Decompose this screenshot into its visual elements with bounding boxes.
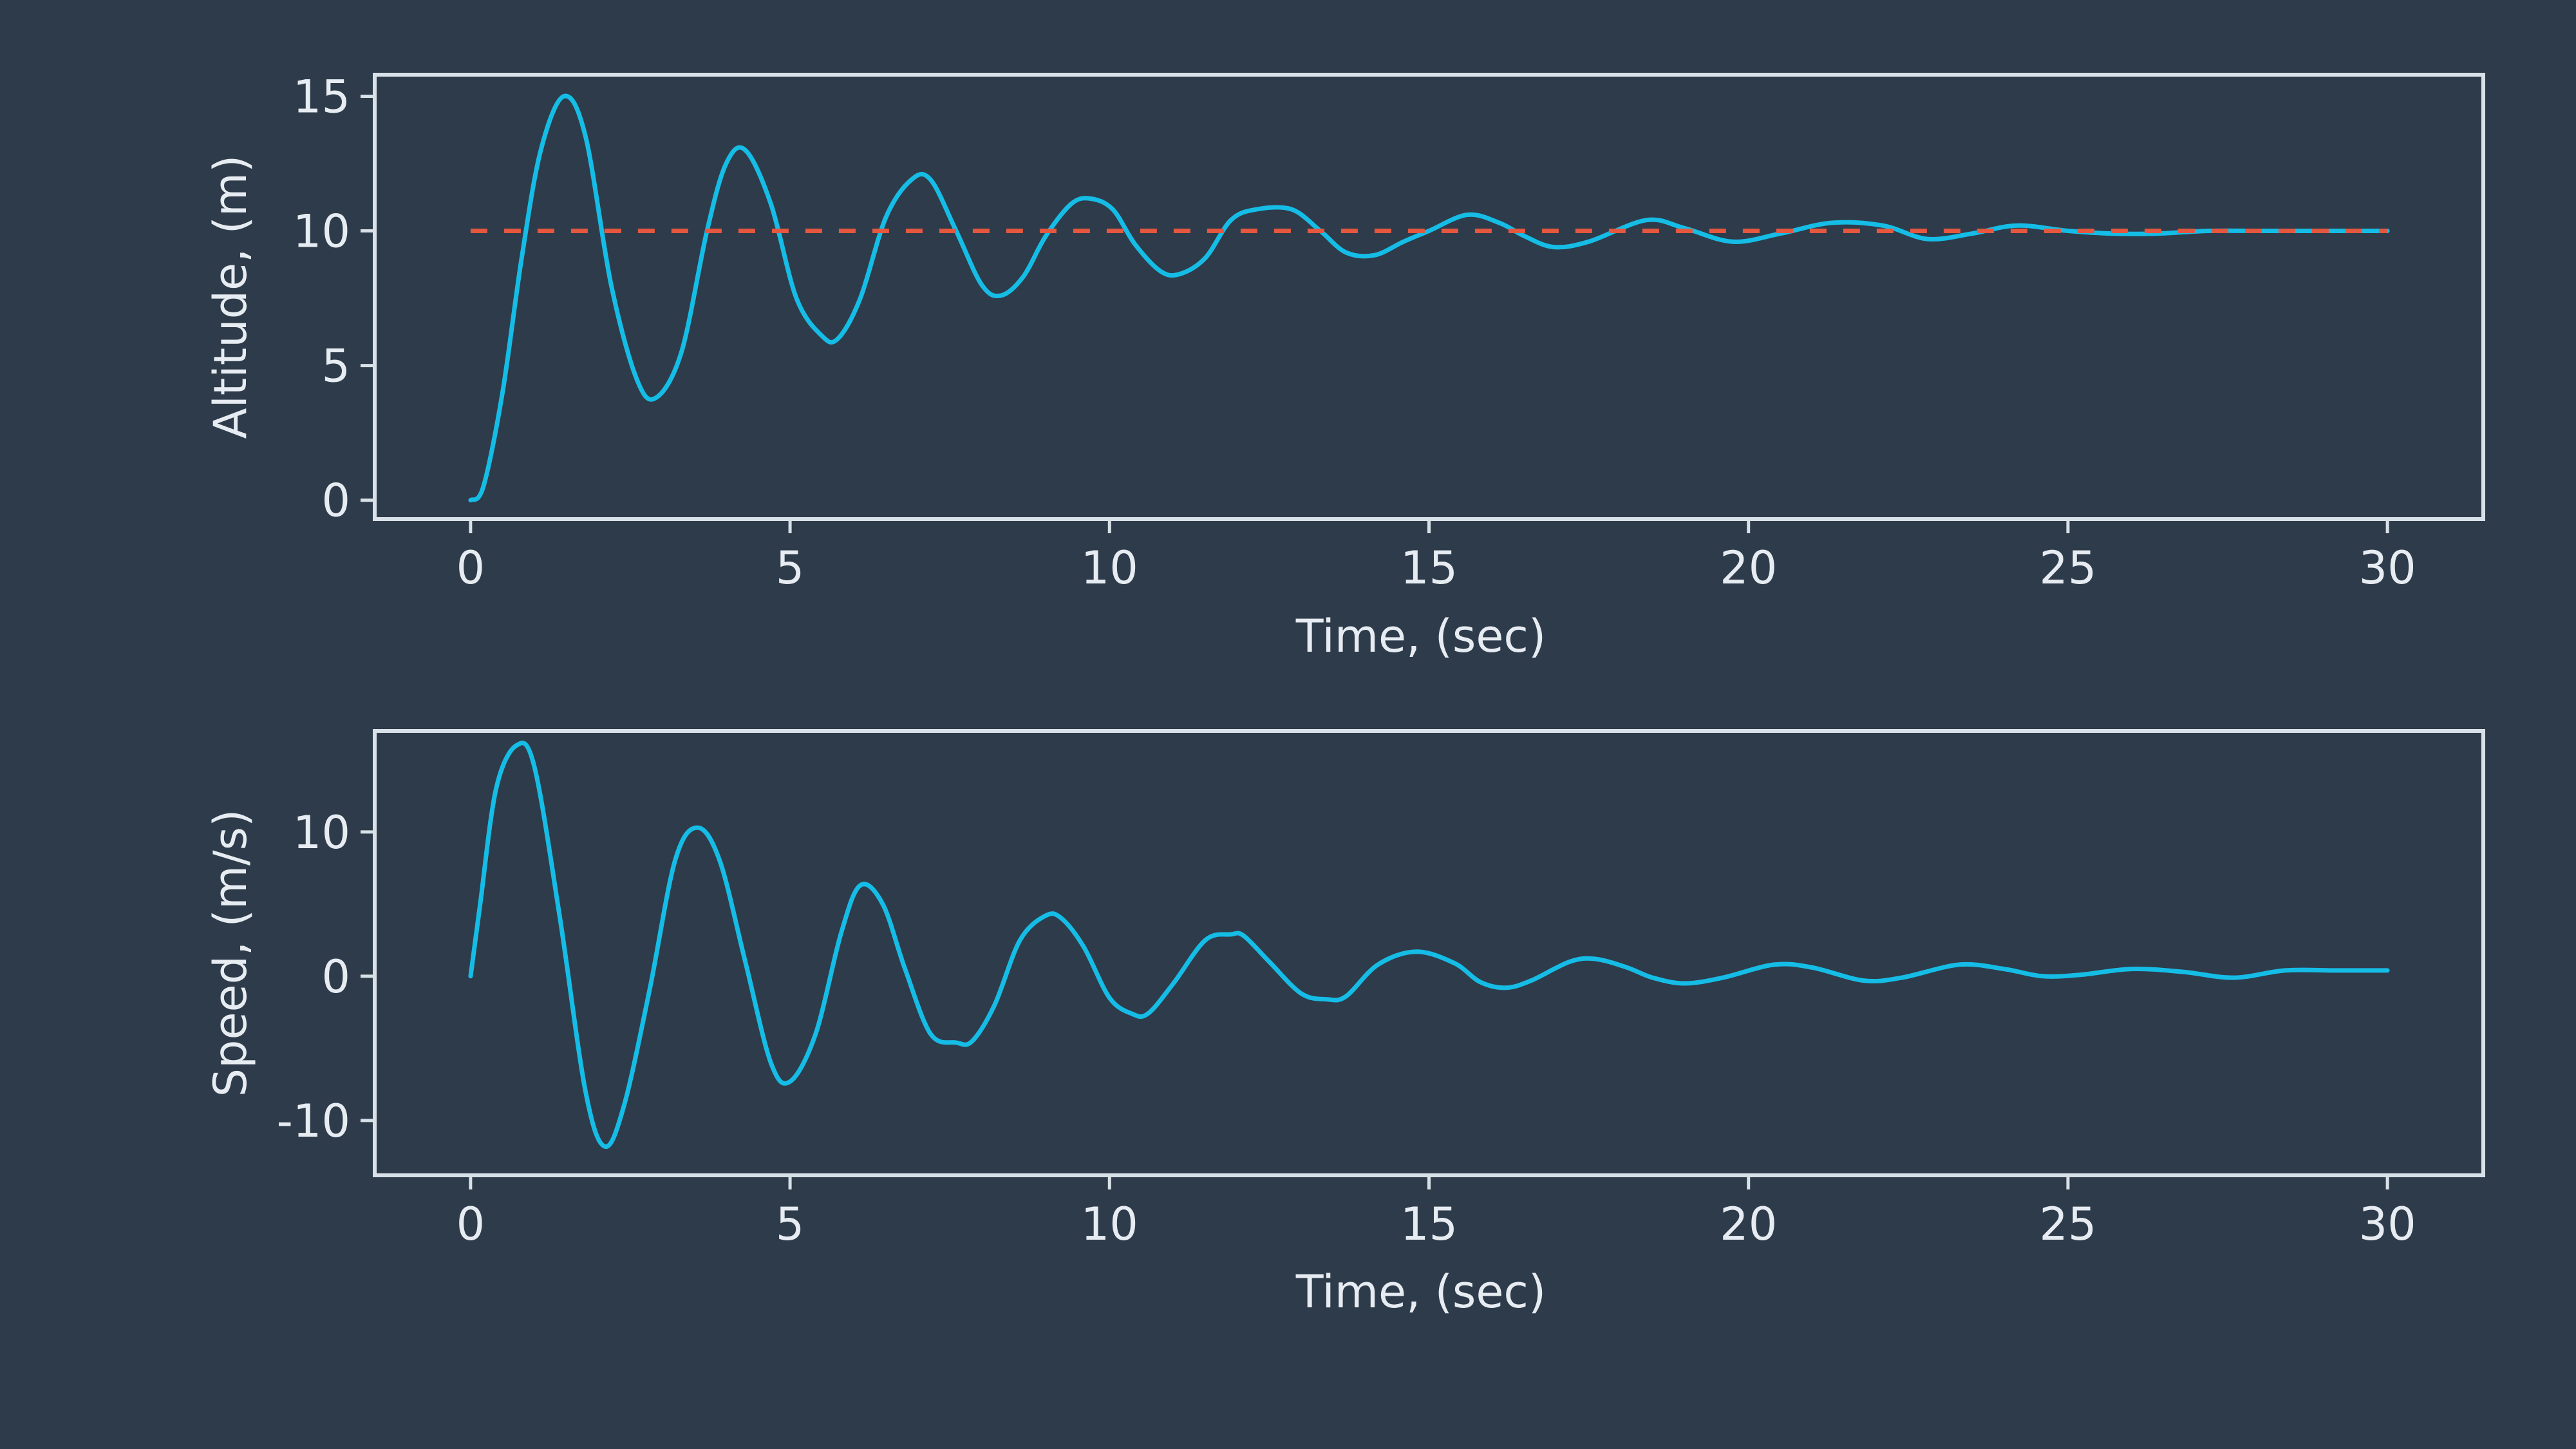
speed-series-group xyxy=(468,741,2390,1149)
speed-response-line xyxy=(468,741,2390,1149)
altitude-x-tick-label: 25 xyxy=(2039,542,2096,594)
altitude-x-tick-label: 30 xyxy=(2359,542,2416,594)
altitude-y-tick-label: 10 xyxy=(293,205,350,258)
speed-x-tick-label: 0 xyxy=(456,1198,485,1251)
altitude-x-tick-label: 0 xyxy=(456,542,485,594)
altitude-response-line xyxy=(468,93,2390,503)
speed-y-tick-label: 10 xyxy=(293,806,350,859)
altitude-y-axis-label: Altitude, (m) xyxy=(204,155,257,439)
altitude-y-tick-label: 5 xyxy=(321,340,350,393)
speed-plot: 0 5 10 15 20 25 30 -10 0 10 Time, (sec) Speed, (m… xyxy=(204,729,2485,1318)
speed-y-tick-label: -10 xyxy=(277,1095,350,1148)
speed-axis-ticks: 0 5 10 15 20 25 30 -10 0 10 xyxy=(277,806,2416,1251)
speed-x-axis-label: Time, (sec) xyxy=(1295,1265,1546,1318)
altitude-plot: 0 5 10 15 20 25 30 0 5 10 15 Time, (sec) Altitude,… xyxy=(204,70,2485,663)
speed-x-tick-label: 10 xyxy=(1081,1198,1138,1251)
speed-y-tick-label: 0 xyxy=(321,951,350,1003)
speed-x-tick-label: 25 xyxy=(2039,1198,2096,1251)
altitude-y-tick-label: 15 xyxy=(293,70,350,123)
altitude-x-tick-label: 5 xyxy=(776,542,805,594)
speed-x-tick-label: 5 xyxy=(776,1198,805,1251)
altitude-y-tick-label: 0 xyxy=(321,475,350,527)
altitude-series-group xyxy=(468,93,2390,503)
speed-x-tick-label: 15 xyxy=(1400,1198,1458,1251)
altitude-x-tick-label: 10 xyxy=(1081,542,1138,594)
altitude-x-tick-label: 15 xyxy=(1400,542,1458,594)
speed-x-tick-label: 20 xyxy=(1720,1198,1777,1251)
altitude-x-axis-label: Time, (sec) xyxy=(1295,610,1546,663)
altitude-axis-ticks: 0 5 10 15 20 25 30 0 5 10 15 xyxy=(293,70,2416,594)
speed-y-axis-label: Speed, (m/s) xyxy=(204,810,257,1097)
speed-x-tick-label: 30 xyxy=(2359,1198,2416,1251)
altitude-x-tick-label: 20 xyxy=(1720,542,1777,594)
